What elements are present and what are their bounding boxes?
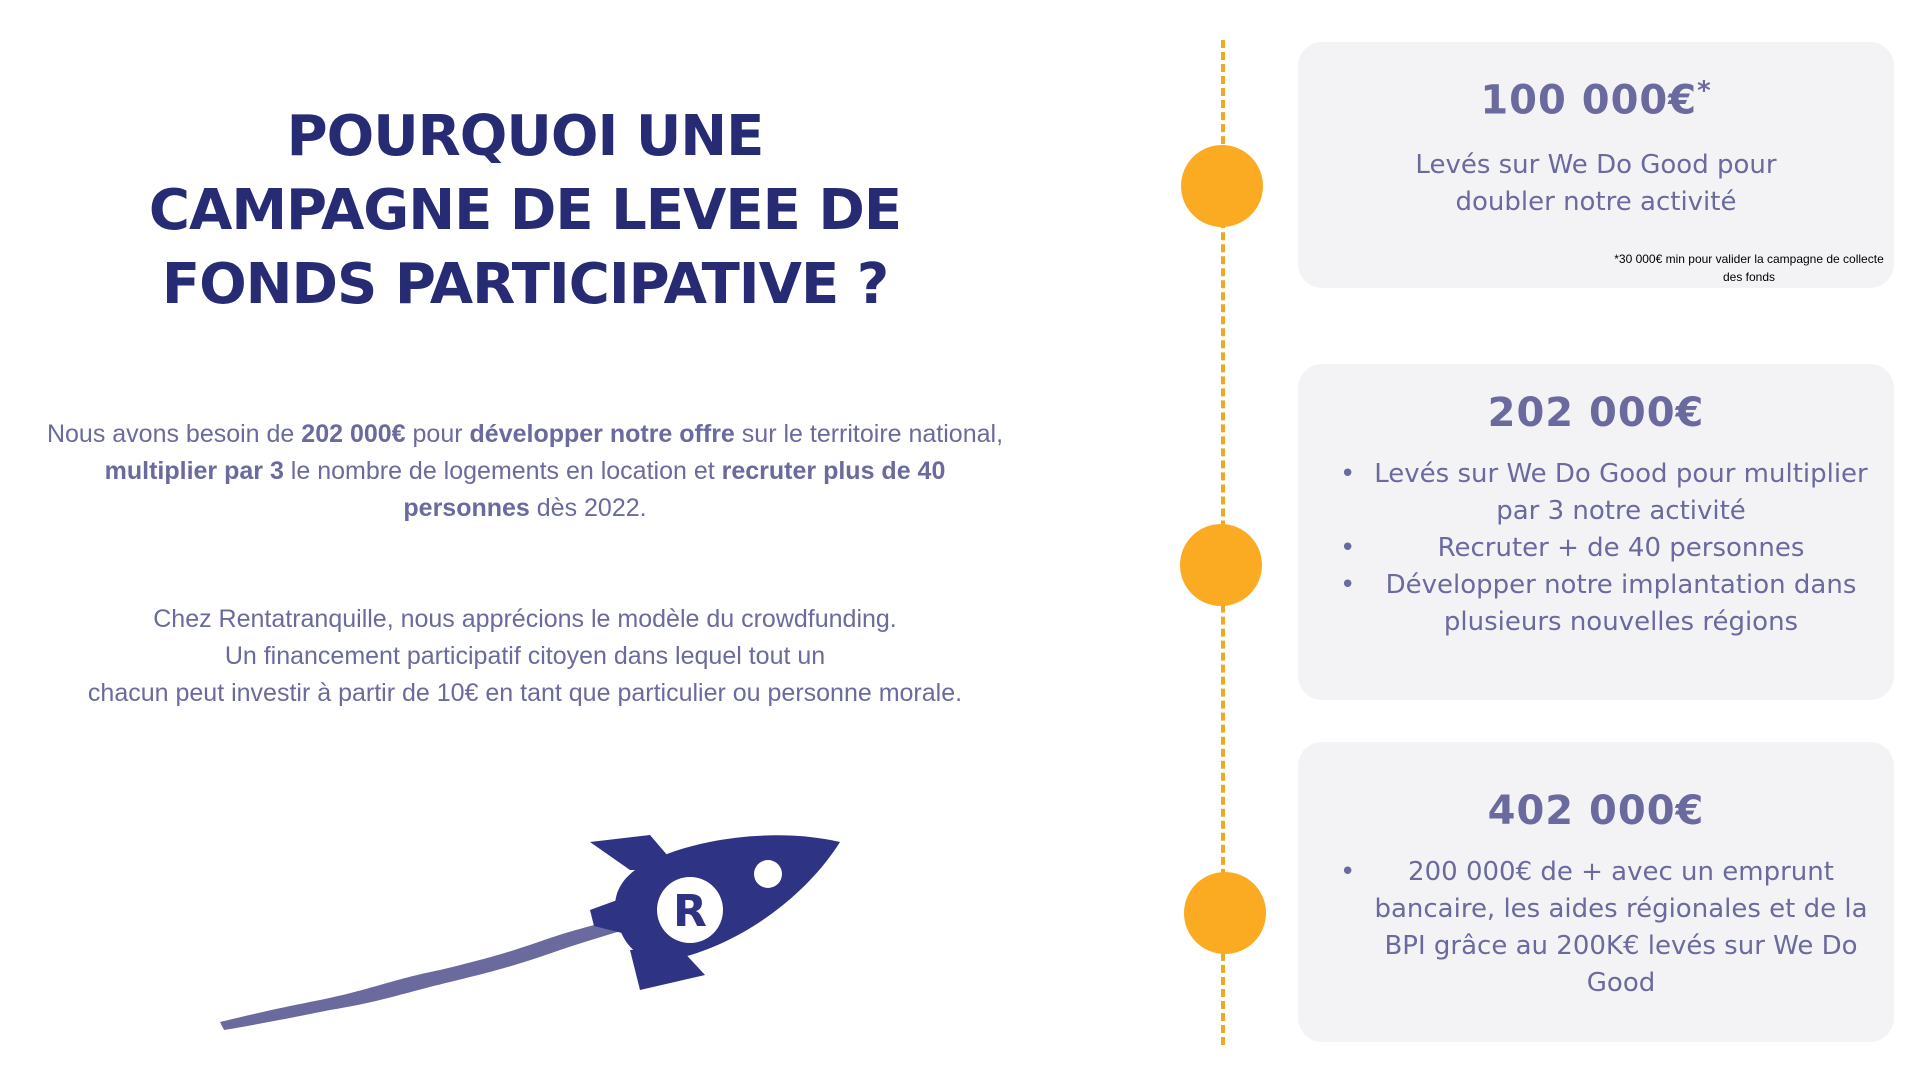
milestone-card-1: 100 000€* Levés sur We Do Good pour doub… [1298, 42, 1894, 288]
intro-bold-amount: 202 000€ [301, 420, 406, 448]
intro-text-5: dès 2022. [529, 494, 647, 522]
rocket-trail [220, 915, 638, 1030]
rocket-badge [657, 877, 723, 943]
milestone-amount-1: 100 000€* [1298, 76, 1894, 123]
intro-paragraph: Nous avons besoin de 202 000€ pour dével… [40, 416, 1010, 527]
title-line-3: FONDS PARTICIPATIVE ? [161, 252, 889, 317]
intro-text-2: pour [405, 420, 470, 448]
about-line-2: Un financement participatif citoyen dans… [224, 642, 826, 670]
intro-bold-recruit: recruter plus de 40 personnes [403, 457, 946, 522]
page-title: POURQUOI UNE CAMPAGNE DE LEVEE DE FONDS … [120, 100, 930, 322]
milestone-amount-2: 202 000€ [1487, 390, 1705, 436]
timeline-dot-2 [1180, 524, 1262, 606]
rocket-window [754, 860, 782, 888]
milestone-text-line-2: doubler notre activité [1455, 187, 1737, 218]
milestone-footnote: *30 000€ min pour valider la campagne de… [1614, 252, 1884, 284]
intro-text-3: sur le territoire national, [734, 420, 1004, 448]
list-item: 200 000€ de + avec un emprunt bancaire, … [1298, 854, 1894, 1002]
rocket-illustration: R [220, 835, 840, 1030]
title-line-2: CAMPAGNE DE LEVEE DE [148, 178, 902, 243]
intro-text-1: Nous avons besoin de [46, 420, 302, 448]
about-paragraph: Chez Rentatranquille, nous apprécions le… [40, 601, 1010, 712]
milestone-card-3: 402 000€ 200 000€ de + avec un emprunt b… [1298, 742, 1894, 1042]
intro-bold-offer: développer notre offre [469, 420, 735, 448]
milestone-card-2: 202 000€ Levés sur We Do Good pour multi… [1298, 364, 1894, 700]
timeline-dot-1 [1181, 145, 1263, 227]
rocket-logo-letter: R [673, 886, 707, 937]
milestone-text-1: Levés sur We Do Good pour doubler notre … [1298, 147, 1894, 221]
milestone-list-3: 200 000€ de + avec un emprunt bancaire, … [1298, 854, 1894, 1002]
amount-value: 100 000€ [1480, 77, 1698, 124]
list-item: Levés sur We Do Good pour multiplier par… [1298, 456, 1894, 530]
about-line-1: Chez Rentatranquille, nous apprécions le… [153, 605, 897, 633]
milestone-text-line-1: Levés sur We Do Good pour [1415, 150, 1777, 181]
milestone-list-2: Levés sur We Do Good pour multiplier par… [1298, 456, 1894, 641]
about-line-3: chacun peut investir à partir de 10€ en … [87, 679, 963, 707]
timeline-dot-3 [1184, 872, 1266, 954]
list-item: Développer notre implantation dans plusi… [1298, 567, 1894, 641]
list-item: Recruter + de 40 personnes [1298, 530, 1894, 567]
amount-footnote-mark: * [1697, 76, 1712, 106]
title-line-1: POURQUOI UNE [286, 104, 765, 169]
milestone-amount-3: 402 000€ [1487, 788, 1705, 834]
rocket-fin-bottom [630, 948, 705, 990]
intro-text-4: le nombre de logements en location et [283, 457, 722, 485]
intro-bold-multiply: multiplier par 3 [104, 457, 284, 485]
